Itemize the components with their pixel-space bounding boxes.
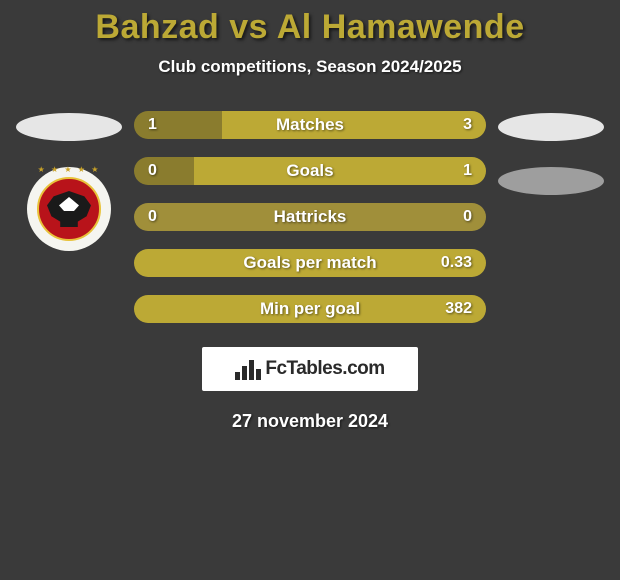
left-column: ★ ★ ★ ★ ★ xyxy=(4,111,134,323)
stat-value-right: 3 xyxy=(463,116,472,134)
stat-value-right: 0.33 xyxy=(441,254,472,272)
left-team-crest: ★ ★ ★ ★ ★ xyxy=(27,167,111,251)
right-team-oval-1 xyxy=(498,113,604,141)
date-label: 27 november 2024 xyxy=(0,411,620,432)
left-team-oval xyxy=(16,113,122,141)
right-column xyxy=(486,111,616,323)
crest-eagle-icon xyxy=(47,191,91,227)
stat-value-right: 1 xyxy=(463,162,472,180)
stat-value-right: 0 xyxy=(463,208,472,226)
stat-bar: 0Goals1 xyxy=(134,157,486,185)
right-team-oval-2 xyxy=(498,167,604,195)
stat-bar: 1Matches3 xyxy=(134,111,486,139)
content-row: ★ ★ ★ ★ ★ 1Matches30Goals10Hattricks0Goa… xyxy=(0,111,620,323)
stat-bar: Goals per match0.33 xyxy=(134,249,486,277)
stat-label: Goals xyxy=(134,161,486,181)
stat-label: Hattricks xyxy=(134,207,486,227)
crest-shield-icon xyxy=(37,177,101,241)
stat-bar: 0Hattricks0 xyxy=(134,203,486,231)
page-title: Bahzad vs Al Hamawende xyxy=(0,0,620,47)
logo-text: FcTables.com xyxy=(265,358,384,380)
crest-stars-icon: ★ ★ ★ ★ ★ xyxy=(27,165,111,174)
stat-label: Goals per match xyxy=(134,253,486,273)
stat-value-right: 382 xyxy=(445,300,472,318)
subtitle: Club competitions, Season 2024/2025 xyxy=(0,57,620,77)
stat-label: Min per goal xyxy=(134,299,486,319)
fctables-logo: FcTables.com xyxy=(202,347,418,391)
stat-bar: Min per goal382 xyxy=(134,295,486,323)
bars-logo-icon xyxy=(235,358,261,380)
stats-bars: 1Matches30Goals10Hattricks0Goals per mat… xyxy=(134,111,486,323)
stat-label: Matches xyxy=(134,115,486,135)
